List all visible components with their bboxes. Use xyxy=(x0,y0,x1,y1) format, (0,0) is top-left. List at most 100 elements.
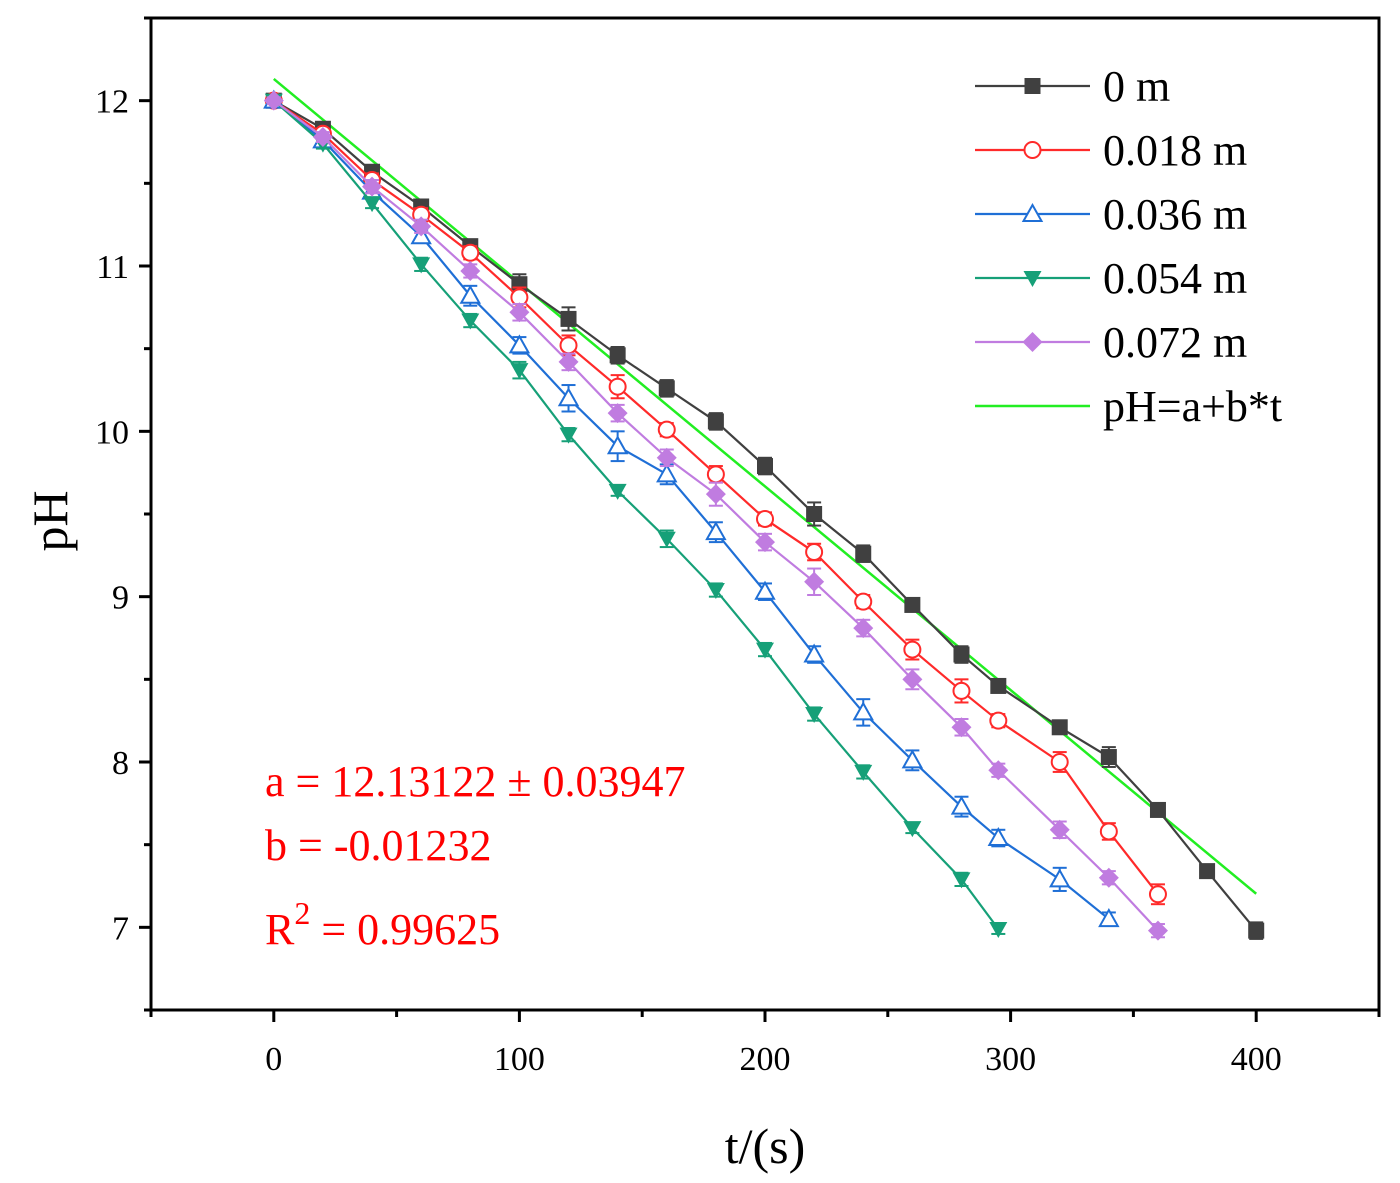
legend-swatch-marker xyxy=(1023,271,1042,287)
data-point xyxy=(1148,885,1167,904)
data-point xyxy=(606,435,629,455)
data-point xyxy=(559,427,578,444)
data-point xyxy=(312,127,333,148)
data-point xyxy=(806,506,823,522)
annotation-r2-value: = 0.99625 xyxy=(310,905,500,954)
data-point xyxy=(805,707,824,724)
data-point xyxy=(460,260,481,281)
x-tick-label: 200 xyxy=(740,1041,791,1078)
legend-swatch-marker xyxy=(1024,78,1041,94)
data-point xyxy=(853,618,874,639)
data-point xyxy=(805,543,824,562)
data-point xyxy=(560,310,577,327)
y-axis-title: pH xyxy=(22,490,78,551)
data-point xyxy=(705,521,727,541)
data-point xyxy=(1099,822,1118,841)
data-point xyxy=(707,413,724,430)
y-tick-label: 8 xyxy=(112,745,129,782)
x-axis-title: t/(s) xyxy=(725,1118,806,1174)
data-point xyxy=(952,872,971,889)
data-point xyxy=(754,580,776,600)
data-point xyxy=(951,717,972,738)
legend-item-0: 0 m xyxy=(975,62,1170,111)
data-point xyxy=(1199,863,1216,880)
data-point xyxy=(989,921,1008,938)
data-point xyxy=(903,640,922,659)
annotation-a: a = 12.13122 ± 0.03947 xyxy=(265,757,686,806)
fit-line xyxy=(273,78,1257,895)
data-point xyxy=(509,302,530,323)
data-point xyxy=(607,403,628,424)
legend-item-2: 0.036 m xyxy=(975,190,1247,239)
data-point xyxy=(656,447,677,468)
legend-label: pH=a+b*t xyxy=(1103,382,1282,431)
data-point xyxy=(705,484,726,505)
legend-item-3: 0.054 m xyxy=(975,254,1247,303)
data-point xyxy=(755,532,775,553)
y-tick-label: 11 xyxy=(96,249,129,286)
series-line xyxy=(273,99,1000,930)
data-point xyxy=(804,571,825,592)
x-tick-label: 100 xyxy=(494,1041,545,1078)
data-point xyxy=(510,363,529,380)
legend-item-1: 0.018 m xyxy=(975,126,1247,175)
x-tick-label: 0 xyxy=(265,1041,282,1078)
data-point xyxy=(608,377,627,396)
data-point xyxy=(658,380,675,397)
x-tick-label: 300 xyxy=(985,1041,1036,1078)
data-point xyxy=(657,531,676,548)
legend-label: 0.018 m xyxy=(1103,126,1247,175)
data-point xyxy=(609,347,626,364)
legend-swatch-marker xyxy=(1021,202,1044,222)
series-3 xyxy=(264,93,1008,938)
annotation-r2-prefix: R xyxy=(265,905,295,954)
y-tick-label: 7 xyxy=(112,910,129,947)
annotation-b: b = -0.01232 xyxy=(265,821,491,870)
data-point xyxy=(558,351,579,372)
data-point xyxy=(557,387,580,407)
data-point xyxy=(988,760,1009,781)
data-point xyxy=(459,284,481,304)
series-4 xyxy=(263,90,1168,941)
data-point xyxy=(989,711,1008,730)
series-layer xyxy=(263,89,1265,941)
data-point xyxy=(1049,868,1071,888)
legend-label: 0.036 m xyxy=(1103,190,1247,239)
data-point xyxy=(990,677,1007,694)
data-point xyxy=(1098,908,1120,928)
data-point xyxy=(461,243,480,262)
annotation-r2: R2 = 0.99625 xyxy=(265,895,500,954)
y-tick-label: 10 xyxy=(95,414,129,451)
data-point xyxy=(412,257,431,274)
data-point xyxy=(1050,753,1069,771)
x-tick-label: 400 xyxy=(1231,1041,1282,1078)
fit-annotations: a = 12.13122 ± 0.03947 b = -0.01232 R2 =… xyxy=(265,757,686,954)
data-point xyxy=(855,545,872,562)
data-point xyxy=(411,216,432,237)
data-point xyxy=(656,463,678,483)
legend-label: 0 m xyxy=(1103,62,1170,111)
data-point xyxy=(952,681,971,700)
data-point xyxy=(950,795,973,815)
data-point xyxy=(1149,801,1166,818)
data-point xyxy=(756,509,774,528)
data-point xyxy=(854,592,873,611)
data-point xyxy=(657,420,676,439)
legend: 0 m 0.018 m 0.036 m 0.054 m 0.072 m pH=a+b*t xyxy=(975,62,1282,431)
data-point xyxy=(1051,719,1068,736)
data-point xyxy=(903,821,922,838)
data-point xyxy=(1049,819,1070,840)
series-line xyxy=(273,99,1159,932)
data-point xyxy=(1100,749,1117,766)
data-point xyxy=(803,643,825,663)
annotation-r2-sup: 2 xyxy=(294,895,310,931)
data-point xyxy=(608,483,627,500)
legend-swatch-marker xyxy=(1023,141,1042,159)
y-tick-label: 12 xyxy=(95,84,129,121)
legend-label: 0.072 m xyxy=(1103,318,1247,367)
data-point xyxy=(852,701,874,721)
data-point xyxy=(953,646,970,663)
legend-item-fit: pH=a+b*t xyxy=(975,382,1282,431)
data-point xyxy=(1098,867,1119,888)
data-point xyxy=(706,583,725,600)
